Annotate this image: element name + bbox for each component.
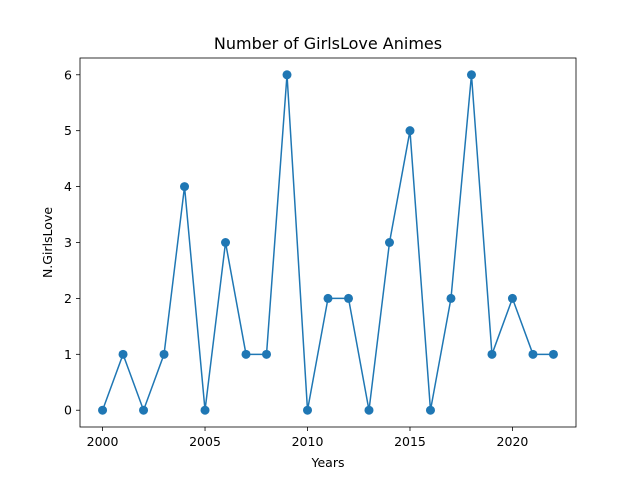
data-point xyxy=(487,349,497,359)
x-tick-label: 2015 xyxy=(394,434,426,449)
plot-frame xyxy=(79,57,577,428)
x-tick-label: 2010 xyxy=(292,434,324,449)
y-ticks: 0 1 2 3 4 5 6 xyxy=(64,67,80,418)
data-point xyxy=(159,349,169,359)
y-tick-label: 0 xyxy=(64,403,72,418)
y-axis-label: N.GirlsLove xyxy=(40,207,55,278)
data-point xyxy=(343,293,353,303)
x-ticks: 2000 2005 2010 2015 2020 xyxy=(87,427,529,449)
data-point xyxy=(118,349,128,359)
data-point xyxy=(405,126,415,136)
data-point xyxy=(364,405,374,415)
y-tick-label: 3 xyxy=(64,235,72,250)
data-point xyxy=(323,293,333,303)
data-point xyxy=(384,238,394,247)
y-tick-label: 2 xyxy=(64,291,72,306)
data-point xyxy=(528,349,538,359)
data-point xyxy=(200,405,210,415)
chart-title: Number of GirlsLove Animes xyxy=(214,34,442,53)
data-point xyxy=(221,238,231,247)
data-point xyxy=(446,293,456,303)
series-points xyxy=(98,70,558,415)
data-point xyxy=(507,293,517,303)
x-tick-label: 2005 xyxy=(189,434,221,449)
data-point xyxy=(466,70,476,80)
x-tick-label: 2000 xyxy=(87,434,119,449)
data-point xyxy=(425,405,435,415)
y-tick-label: 4 xyxy=(64,179,72,194)
y-tick-label: 5 xyxy=(64,123,72,138)
data-point xyxy=(282,70,292,80)
data-point xyxy=(241,349,251,359)
data-point xyxy=(139,405,149,415)
plot-area xyxy=(80,58,576,427)
x-tick-label: 2020 xyxy=(497,434,529,449)
data-point xyxy=(548,349,558,359)
y-tick-label: 6 xyxy=(64,67,72,82)
x-axis-label: Years xyxy=(311,455,345,470)
y-tick-label: 1 xyxy=(64,347,72,362)
data-point xyxy=(98,405,108,415)
data-point xyxy=(303,405,313,415)
data-point xyxy=(262,349,272,359)
data-point xyxy=(180,182,190,192)
